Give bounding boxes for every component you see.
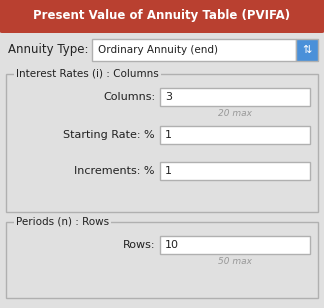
- Text: Periods (n) : Rows: Periods (n) : Rows: [16, 217, 109, 227]
- FancyBboxPatch shape: [160, 126, 310, 144]
- Text: 20 max: 20 max: [218, 110, 252, 119]
- Text: Columns:: Columns:: [103, 92, 155, 102]
- Text: 1: 1: [165, 166, 172, 176]
- Text: 50 max: 50 max: [218, 257, 252, 266]
- Text: Annuity Type:: Annuity Type:: [8, 43, 88, 56]
- FancyBboxPatch shape: [6, 222, 318, 298]
- Text: 1: 1: [165, 130, 172, 140]
- Text: Interest Rates (i) : Columns: Interest Rates (i) : Columns: [16, 69, 159, 79]
- Text: 3: 3: [165, 92, 172, 102]
- FancyBboxPatch shape: [160, 88, 310, 106]
- Text: 10: 10: [165, 240, 179, 250]
- Text: ⇅: ⇅: [302, 45, 312, 55]
- FancyBboxPatch shape: [160, 162, 310, 180]
- Text: Rows:: Rows:: [122, 240, 155, 250]
- FancyBboxPatch shape: [92, 39, 296, 61]
- FancyBboxPatch shape: [0, 0, 324, 33]
- Text: Present Value of Annuity Table (PVIFA): Present Value of Annuity Table (PVIFA): [33, 10, 291, 22]
- Text: Starting Rate: %: Starting Rate: %: [64, 130, 155, 140]
- FancyBboxPatch shape: [160, 236, 310, 254]
- FancyBboxPatch shape: [296, 39, 318, 61]
- FancyBboxPatch shape: [6, 74, 318, 212]
- Text: Ordinary Annuity (end): Ordinary Annuity (end): [98, 45, 218, 55]
- Text: Increments: %: Increments: %: [75, 166, 155, 176]
